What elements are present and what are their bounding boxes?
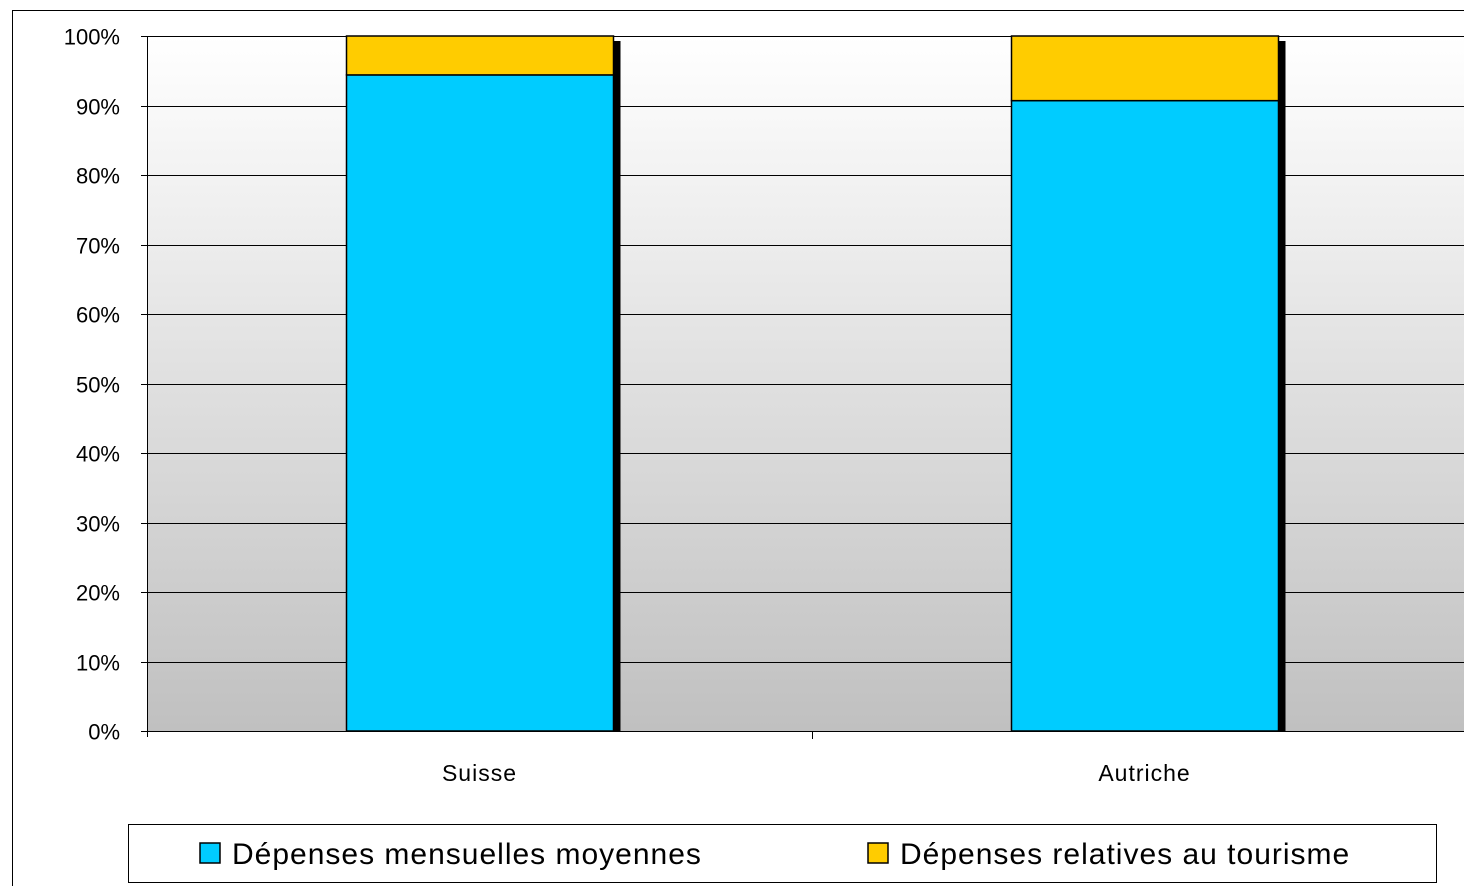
legend-swatch-depenses-mensuelles xyxy=(199,842,221,864)
y-tick-label: 10% xyxy=(76,651,120,676)
x-tick-label: Autriche xyxy=(1098,760,1190,786)
y-tick-label: 100% xyxy=(64,25,120,50)
x-tick-label: Suisse xyxy=(442,760,517,786)
y-tick-labels: 0% 10% 20% 30% 40% 50% 60% 70% 80% 90% 100% xyxy=(64,25,120,745)
legend-label-depenses-tourisme: Dépenses relatives au tourisme xyxy=(900,838,1350,871)
legend-box xyxy=(128,824,1437,883)
bars xyxy=(345,35,1286,732)
y-tick-label: 0% xyxy=(88,720,120,745)
y-tick-label: 40% xyxy=(76,442,120,467)
legend: Dépenses mensuelles moyennes Dépenses re… xyxy=(128,824,1437,883)
y-tick-label: 50% xyxy=(76,373,120,398)
y-tick-label: 60% xyxy=(76,303,120,328)
bar-segment-depenses-mensuelles xyxy=(345,74,615,732)
bar-segment-depenses-tourisme xyxy=(345,35,615,76)
axes xyxy=(141,36,1464,739)
x-tick-labels: Suisse Autriche xyxy=(442,760,1190,786)
bar-segment-depenses-tourisme xyxy=(1010,35,1280,102)
bar-shadow xyxy=(613,41,621,731)
y-tick-label: 90% xyxy=(76,95,120,120)
y-tick-label: 70% xyxy=(76,234,120,259)
bar-segment-depenses-mensuelles xyxy=(1010,99,1280,732)
bar-shadow xyxy=(1278,41,1286,731)
y-tick-label: 30% xyxy=(76,512,120,537)
y-tick-label: 20% xyxy=(76,581,120,606)
legend-label-depenses-mensuelles: Dépenses mensuelles moyennes xyxy=(232,838,702,871)
y-tick-label: 80% xyxy=(76,164,120,189)
legend-swatch-depenses-tourisme xyxy=(867,842,889,864)
